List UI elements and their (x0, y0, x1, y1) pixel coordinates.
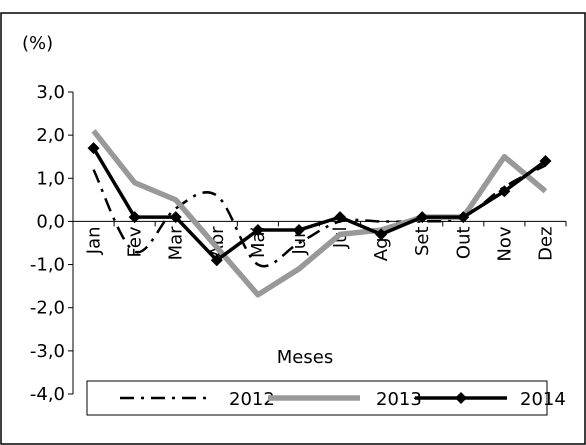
data-point-2014 (375, 228, 388, 241)
y-tick-label: 0,0 (36, 211, 65, 232)
data-point-2014 (169, 211, 182, 224)
x-axis-title: Meses (277, 347, 333, 368)
y-tick-label: 2,0 (36, 125, 65, 146)
x-tick-label: Mar (166, 226, 187, 261)
data-point-2014 (416, 211, 429, 224)
data-point-2014 (457, 211, 470, 224)
legend-label-2013: 2013 (376, 389, 422, 410)
legend-marker-2014 (455, 392, 467, 404)
x-tick-label: Nov (494, 226, 515, 261)
x-tick-label: Out (453, 226, 474, 259)
data-point-2014 (292, 224, 305, 237)
series-line-2013 (91, 129, 548, 298)
data-point-2014 (251, 224, 264, 237)
legend-label-2012: 2012 (229, 389, 275, 410)
y-tick-label: -2,0 (30, 298, 65, 319)
y-tick-label: 1,0 (36, 168, 65, 189)
data-point-2014 (210, 254, 223, 267)
series-layer (87, 129, 552, 298)
series-line-2014 (92, 147, 547, 263)
y-tick-label: -4,0 (30, 384, 65, 405)
x-tick-label: Dez (535, 226, 556, 260)
data-point-2014 (87, 142, 100, 155)
x-tick-label: Fev (125, 226, 146, 257)
x-tick-label: Jun (289, 226, 310, 255)
x-tick-label: Abr (207, 226, 228, 258)
y-axis-title: (%) (22, 33, 53, 54)
legend-items: 2012 2013 2014 (120, 389, 566, 410)
y-tick-label: 3,0 (36, 82, 65, 103)
data-point-2014 (539, 155, 552, 168)
data-point-2014 (128, 211, 141, 224)
data-point-2014 (334, 211, 347, 224)
x-ticks: Jan Fev Mar Abr Mai Jun Jul Ago Set Out Nov Dez (72, 221, 567, 262)
data-point-2014 (498, 185, 511, 198)
x-tick-label: Set (412, 226, 433, 256)
y-tick-label: -3,0 (30, 341, 65, 362)
y-tick-label: -1,0 (30, 255, 65, 276)
x-tick-label: Jan (84, 226, 105, 255)
y-ticks: 3,0 2,0 1,0 0,0 -1,0 -2,0 -3,0 -4,0 (30, 82, 73, 405)
legend-label-2014: 2014 (520, 389, 566, 410)
